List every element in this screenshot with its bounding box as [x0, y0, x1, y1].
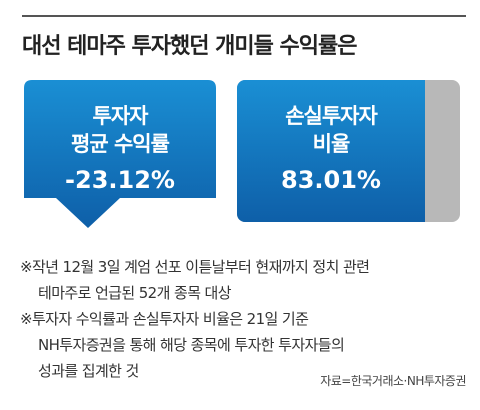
avg-return-value: -23.12% [65, 166, 175, 194]
note-2-line-1: ※투자자 수익률과 손실투자자 비율은 21일 기준 [20, 310, 309, 328]
note-2-line-2: NH투자증권을 통해 해당 종목에 투자한 투자자들의 [38, 336, 345, 354]
avg-return-label-2: 평균 수익률 [71, 132, 170, 156]
page-title: 대선 테마주 투자했던 개미들 수익률은 [22, 34, 357, 59]
footnotes: ※작년 12월 3일 계엄 선포 이튿날부터 현재까지 정치 관련 테마주로 언… [20, 254, 470, 384]
loss-ratio-fill-bar: 손실투자자 비율 83.01% [237, 80, 425, 222]
loss-ratio-label-2: 비율 [312, 132, 351, 156]
loss-ratio-label-1: 손실투자자 [285, 104, 378, 128]
avg-return-label-1: 투자자 [92, 104, 149, 128]
note-1-line-1: ※작년 12월 3일 계엄 선포 이튿날부터 현재까지 정치 관련 [20, 258, 370, 276]
loss-ratio-value: 83.01% [281, 166, 381, 194]
note-2-line-3: 성과를 집계한 것 [38, 362, 139, 380]
down-arrow-shape [24, 80, 216, 228]
note-1-line-2: 테마주로 언급된 52개 종목 대상 [38, 284, 232, 302]
loss-ratio-card: 손실투자자 비율 83.01% [237, 80, 460, 222]
avg-return-card: 투자자 평균 수익률 -23.12% [24, 80, 216, 228]
title-rule [22, 15, 466, 17]
source-credit: 자료=한국거래소·NH투자증권 [320, 374, 466, 388]
